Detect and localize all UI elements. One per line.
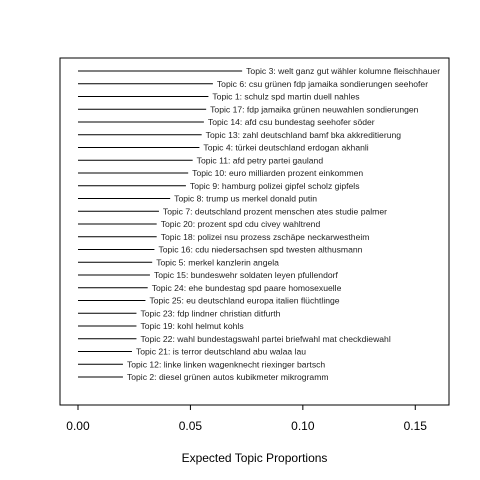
topic-label-24: Topic 12: linke linken wagenknecht riexi… xyxy=(127,359,325,369)
topic-label-15: Topic 16: cdu niedersachsen spd twesten … xyxy=(158,245,362,255)
x-tick-label-1: 0.05 xyxy=(179,419,203,433)
topic-label-17: Topic 15: bundeswehr soldaten leyen pful… xyxy=(154,270,339,280)
topic-label-4: Topic 17: fdp jamaika grünen neuwahlen s… xyxy=(210,104,419,114)
topic-marks: Topic 3: welt ganz gut wähler kolumne fl… xyxy=(77,66,440,382)
topic-label-7: Topic 4: türkei deutschland erdogan akha… xyxy=(203,143,368,153)
topic-label-2: Topic 6: csu grünen fdp jamaika sondieru… xyxy=(217,79,428,89)
topic-label-5: Topic 14: afd csu bundestag seehofer söd… xyxy=(208,117,375,127)
topic-label-16: Topic 5: merkel kanzlerin angela xyxy=(156,257,279,267)
topic-label-18: Topic 24: ehe bundestag spd paare homose… xyxy=(152,283,342,293)
topic-label-20: Topic 23: fdp lindner christian ditfurth xyxy=(140,308,280,318)
topic-label-21: Topic 19: kohl helmut kohls xyxy=(140,321,243,331)
topic-label-23: Topic 21: is terror deutschland abu wala… xyxy=(136,347,306,357)
x-tick-label-3: 0.15 xyxy=(404,419,428,433)
topic-label-8: Topic 11: afd petry partei gauland xyxy=(197,155,324,165)
topic-label-11: Topic 8: trump us merkel donald putin xyxy=(174,194,317,204)
x-tick-label-0: 0.00 xyxy=(66,419,90,433)
x-tick-label-2: 0.10 xyxy=(291,419,315,433)
topic-label-25: Topic 2: diesel grünen autos kubikmeter … xyxy=(127,372,329,382)
topic-label-19: Topic 25: eu deutschland europa italien … xyxy=(149,296,339,306)
plot-frame xyxy=(59,57,450,406)
topic-label-14: Topic 18: polizei nsu prozess zschäpe ne… xyxy=(161,232,370,242)
topic-label-22: Topic 22: wahl bundestagswahl partei bri… xyxy=(140,334,390,344)
topic-label-9: Topic 10: euro milliarden prozent einkom… xyxy=(192,168,363,178)
topic-label-10: Topic 9: hamburg polizei gipfel scholz g… xyxy=(190,181,360,191)
topic-label-3: Topic 1: schulz spd martin duell nahles xyxy=(212,92,359,102)
x-axis-title: Expected Topic Proportions xyxy=(182,451,328,465)
topic-label-1: Topic 3: welt ganz gut wähler kolumne fl… xyxy=(246,66,440,76)
topic-label-12: Topic 7: deutschland prozent menschen at… xyxy=(163,206,387,216)
topic-label-13: Topic 20: prozent spd cdu civey wahltren… xyxy=(161,219,321,229)
x-axis: 0.00 0.05 0.10 0.15 xyxy=(66,405,427,433)
topic-label-6: Topic 13: zahl deutschland bamf bka akkr… xyxy=(206,130,402,140)
